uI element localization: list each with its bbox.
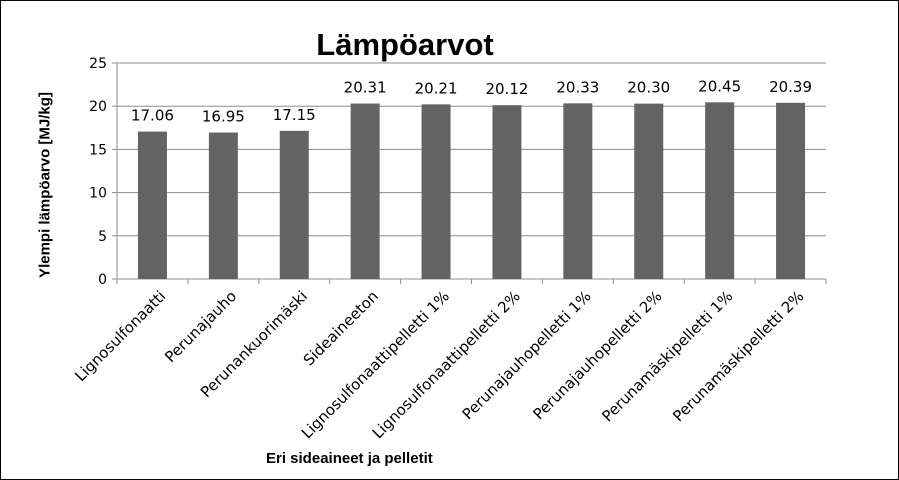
bar — [279, 130, 309, 279]
y-tick-label: 0 — [98, 272, 107, 288]
bar — [421, 104, 451, 280]
x-category-label: Perunajauhopelletti 1% — [459, 287, 595, 423]
x-category-labels: LignosulfonaattiPerunajauhoPerunankuorim… — [71, 287, 807, 442]
x-category-label: Perunamäskipelletti 2% — [669, 287, 807, 425]
x-axis-label: Eri sideaineet ja pelletit — [266, 450, 433, 467]
data-label: 20.12 — [485, 80, 528, 98]
bar — [776, 102, 806, 279]
bar — [208, 132, 238, 279]
data-label: 20.30 — [627, 79, 670, 97]
data-label: 20.45 — [698, 77, 741, 95]
data-label: 20.39 — [769, 78, 812, 96]
x-category-label: Lignosulfonaattipelletti 1% — [298, 287, 453, 442]
data-label: 20.33 — [556, 78, 599, 96]
chart-title: Lämpöarvot — [316, 27, 494, 62]
bar — [492, 105, 522, 279]
x-category-label: Perunamäskipelletti 1% — [598, 287, 736, 425]
x-category-label: Lignosulfonaatti — [71, 287, 169, 385]
x-category-label: Perunajauho — [161, 287, 240, 366]
data-label: 20.21 — [415, 79, 458, 97]
bar — [634, 103, 664, 279]
y-tick-label: 15 — [89, 142, 107, 158]
y-tick-label: 5 — [98, 229, 107, 245]
bar — [705, 102, 735, 279]
data-label: 17.06 — [131, 107, 174, 125]
bar — [563, 103, 593, 279]
x-category-label: Lignosulfonaattipelletti 2% — [369, 287, 524, 442]
bars — [137, 102, 806, 280]
data-labels: 17.06 16.95 17.15 20.31 20.21 20.12 20.33 20.30… — [131, 77, 812, 125]
bar — [137, 131, 167, 279]
data-label: 16.95 — [202, 108, 245, 126]
data-label: 17.15 — [273, 106, 316, 124]
x-category-label: Perunajauhopelletti 2% — [529, 287, 665, 423]
y-tick-label: 10 — [89, 186, 107, 202]
y-tick-label: 20 — [89, 99, 107, 115]
bar — [350, 103, 380, 279]
y-tick-label: 25 — [89, 56, 107, 72]
data-label: 20.31 — [344, 79, 387, 97]
y-tick-labels: 0 5 10 15 20 25 — [89, 56, 107, 288]
